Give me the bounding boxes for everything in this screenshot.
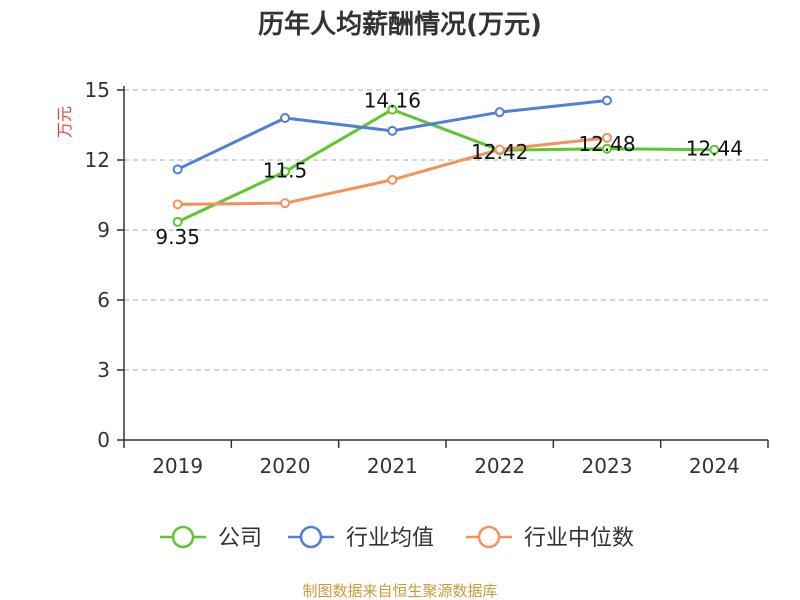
y-tick-label: 15 — [85, 78, 110, 102]
data-label-2020: 11.5 — [263, 159, 308, 183]
series-line-2 — [177, 136, 608, 206]
legend[interactable]: 公司 行业均值 行业中位数 — [160, 525, 634, 551]
series-1-point-2021 — [387, 125, 398, 136]
series-2-point-2022 — [494, 144, 505, 155]
x-tick-label-2023: 2023 — [582, 454, 633, 478]
series-line-0 — [177, 108, 715, 224]
legend-item-2: 行业中位数 — [524, 526, 634, 551]
series-1-point-2023 — [602, 95, 612, 106]
y-tick-label: 12 — [85, 148, 110, 172]
series-1-point-2020 — [280, 113, 290, 123]
x-tick-label-2020: 2020 — [260, 454, 311, 478]
series-0-point-2019 — [172, 216, 183, 227]
series-0-point-2020 — [280, 166, 290, 177]
gridlines — [124, 89, 768, 371]
data-label-2023: 12.48 — [578, 132, 635, 156]
series-0-point-2021 — [387, 104, 398, 115]
data-label-2022: 12.42 — [471, 140, 528, 164]
data-label-2024: 12.44 — [686, 137, 743, 161]
x-tick-label-2022: 2022 — [474, 454, 525, 478]
legend-marker-0 — [171, 525, 195, 549]
y-tick-label: 6 — [97, 288, 110, 312]
series-2-point-2020 — [280, 198, 290, 209]
y-tick-label: 3 — [97, 358, 110, 382]
data-label-2021: 14.16 — [364, 89, 421, 113]
x-tick-label-2021: 2021 — [367, 454, 418, 478]
series-2-point-2019 — [172, 199, 183, 210]
x-tick-label-2024: 2024 — [689, 454, 740, 478]
legend-marker-1 — [299, 525, 323, 549]
series-0-point-2024 — [709, 144, 720, 155]
legend-marker-2 — [477, 525, 501, 549]
legend-item-0: 公司 — [218, 526, 262, 551]
data-labels: 9.35 11.5 14.16 12.42 12.48 12.44 — [155, 89, 743, 249]
axes: 0 3 6 9 12 15 2019 2020 2021 2022 2023 2024 — [85, 78, 769, 478]
y-axis-label: 万元 — [55, 106, 74, 138]
series-0-point-2023 — [602, 143, 612, 154]
source-note: 制图数据来自恒生聚源数据库 — [302, 582, 497, 600]
chart-title: 历年人均薪酬情况(万元) — [258, 9, 542, 40]
series-2-point-2021 — [387, 174, 398, 185]
data-label-2019: 9.35 — [155, 225, 200, 249]
y-tick-label: 9 — [97, 218, 110, 242]
series-2-point-2023 — [602, 132, 612, 143]
series-1-point-2022 — [494, 107, 505, 118]
series-1-point-2019 — [172, 164, 183, 175]
legend-item-1: 行业均值 — [346, 526, 434, 551]
x-tick-label-2019: 2019 — [152, 454, 203, 478]
y-tick-label: 0 — [97, 428, 110, 452]
series-layer — [172, 95, 720, 227]
